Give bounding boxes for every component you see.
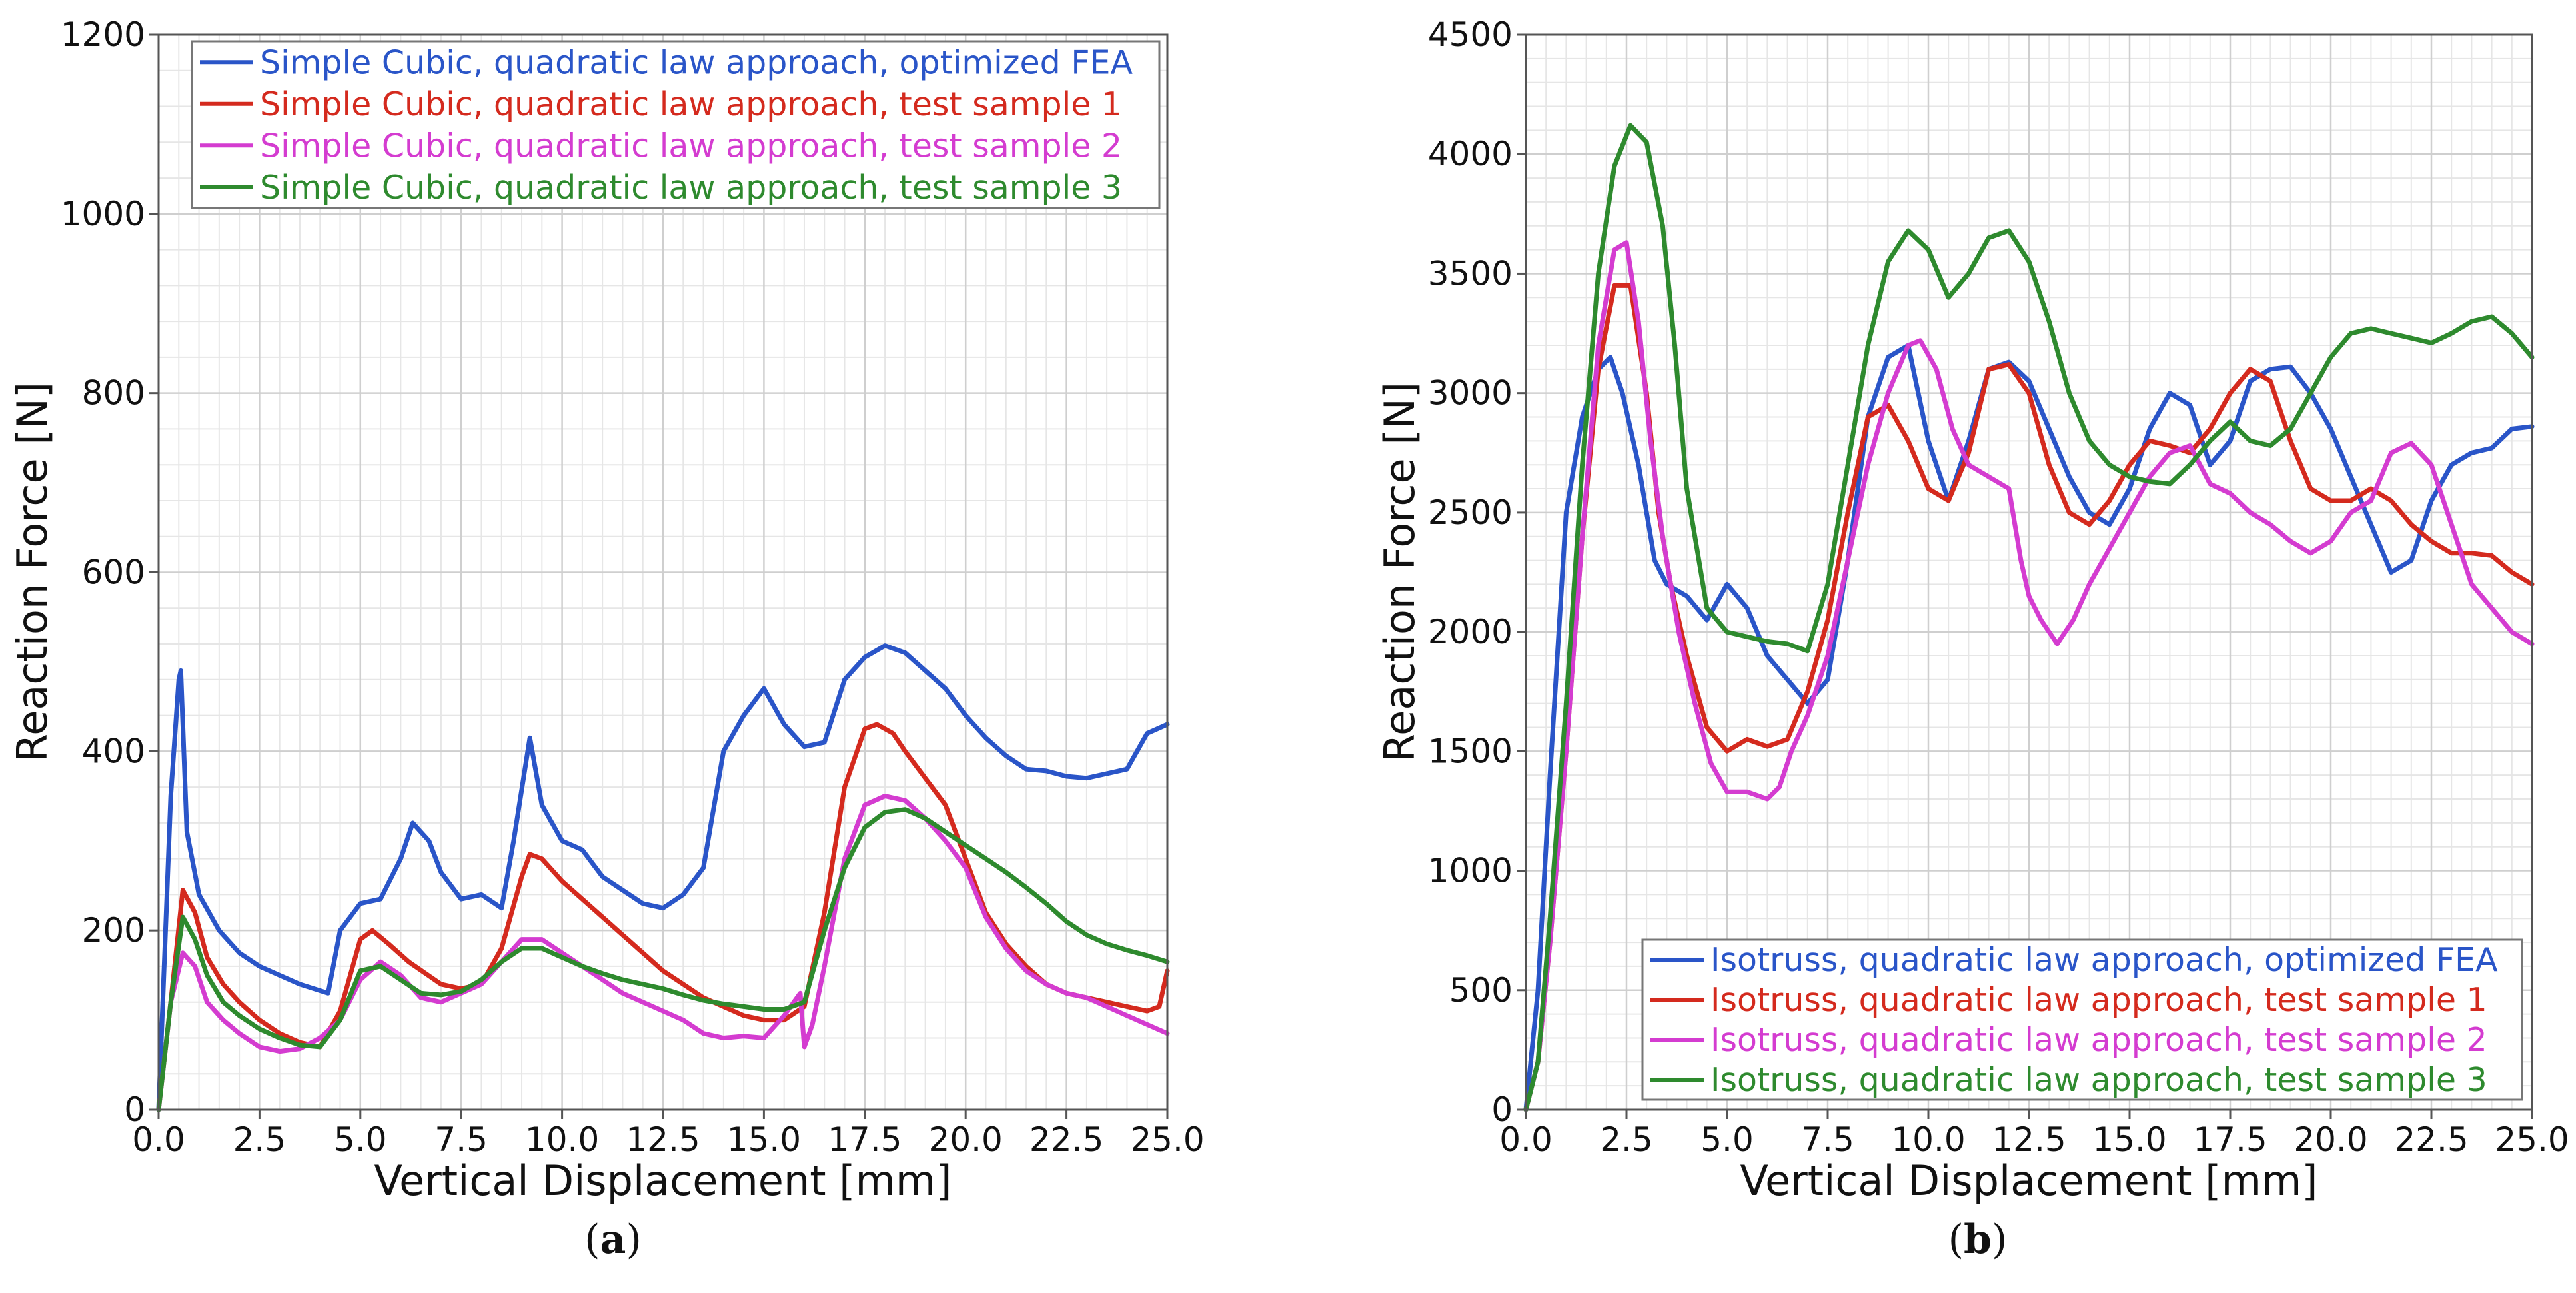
x-tick-label: 25.0: [1130, 1120, 1204, 1159]
y-tick-label: 1000: [1428, 852, 1513, 890]
x-tick-label: 5.0: [1700, 1120, 1754, 1159]
y-tick-label: 2500: [1428, 493, 1513, 532]
y-tick-label: 1000: [61, 195, 145, 233]
x-tick-label: 25.0: [2495, 1120, 2569, 1159]
legend-box: [1641, 938, 2523, 1101]
x-tick-label: 0.0: [1499, 1120, 1553, 1159]
x-tick-label: 12.5: [1992, 1120, 2066, 1159]
x-axis-label: Vertical Displacement [mm]: [1740, 1156, 2318, 1205]
x-tick-label: 17.5: [2193, 1120, 2267, 1159]
x-tick-label: 10.0: [525, 1120, 599, 1159]
legend-label-4: Simple Cubic, quadratic law approach, te…: [260, 169, 1122, 207]
x-tick-label: 15.0: [727, 1120, 801, 1159]
x-tick-label: 2.5: [233, 1120, 287, 1159]
panel-caption: (a): [584, 1216, 642, 1263]
series-line-4: [1523, 123, 2535, 1112]
legend-label-1: Simple Cubic, quadratic law approach, op…: [260, 43, 1133, 81]
y-tick-label: 1200: [61, 15, 145, 54]
panel-caption-letter: a: [600, 1216, 626, 1263]
y-tick-label: 3000: [1428, 374, 1513, 413]
legend-label-1: Isotruss, quadratic law approach, optimi…: [1710, 941, 2498, 979]
legend: Isotruss, quadratic law approach, optimi…: [1641, 938, 2523, 1101]
x-tick-label: 17.5: [828, 1120, 902, 1159]
legend: Simple Cubic, quadratic law approach, op…: [191, 40, 1161, 209]
legend-label-4: Isotruss, quadratic law approach, test s…: [1710, 1061, 2487, 1099]
legend-box: [191, 40, 1161, 209]
panel-caption: (b): [1948, 1216, 2008, 1263]
x-tick-label: 7.5: [434, 1120, 488, 1159]
x-tick-label: 10.0: [1891, 1120, 1965, 1159]
legend-label-3: Isotruss, quadratic law approach, test s…: [1710, 1021, 2487, 1059]
y-tick-label: 3500: [1428, 254, 1513, 293]
y-tick-label: 2000: [1428, 613, 1513, 651]
chart-panel-b: 0.0 2.5 5.0 7.5 10.0 12.5 15.0 17.5 20.0 22.5 25.0…: [1375, 15, 2569, 1263]
y-tick-label: 0: [1491, 1090, 1513, 1129]
y-tick-label: 1500: [1428, 732, 1513, 770]
x-axis-label: Vertical Displacement [mm]: [374, 1156, 952, 1205]
x-tick-label: 0.0: [132, 1120, 185, 1159]
y-tick-label: 4000: [1428, 135, 1513, 173]
x-tick-label: 22.5: [2394, 1120, 2468, 1159]
x-tick-label: 5.0: [334, 1120, 387, 1159]
legend-label-2: Isotruss, quadratic law approach, test s…: [1710, 981, 2487, 1019]
x-tick-label: 20.0: [929, 1120, 1003, 1159]
minor-grid: [1525, 34, 2533, 1110]
x-tick-label: 2.5: [1600, 1120, 1653, 1159]
y-tick-label: 600: [82, 553, 145, 592]
x-tick-label: 7.5: [1801, 1120, 1854, 1159]
series-line-4: [156, 807, 1170, 1112]
y-tick-label: 200: [82, 911, 145, 950]
series-line-3: [156, 794, 1170, 1112]
chart-panel-a: 0.0 2.5 5.0 7.5 10.0 12.5 15.0 17.5 20.0 22.5 25.0…: [8, 15, 1205, 1263]
y-axis-label: Reaction Force [N]: [1375, 382, 1424, 762]
y-tick-label: 400: [82, 732, 145, 770]
y-tick-label: 800: [82, 374, 145, 413]
x-tick-label: 15.0: [2092, 1120, 2166, 1159]
series-line-3: [1523, 240, 2535, 1112]
x-tick-label: 20.0: [2293, 1120, 2367, 1159]
y-tick-label: 0: [124, 1090, 145, 1129]
legend-label-3: Simple Cubic, quadratic law approach, te…: [260, 127, 1122, 165]
y-tick-label: 500: [1449, 971, 1513, 1010]
series-line-1: [156, 643, 1170, 1112]
y-tick-label: 4500: [1428, 15, 1513, 54]
legend-label-2: Simple Cubic, quadratic law approach, te…: [260, 85, 1122, 123]
x-tick-label: 22.5: [1029, 1120, 1103, 1159]
y-axis-label: Reaction Force [N]: [8, 382, 57, 762]
panel-caption-letter: b: [1964, 1216, 1992, 1263]
x-tick-label: 12.5: [626, 1120, 700, 1159]
